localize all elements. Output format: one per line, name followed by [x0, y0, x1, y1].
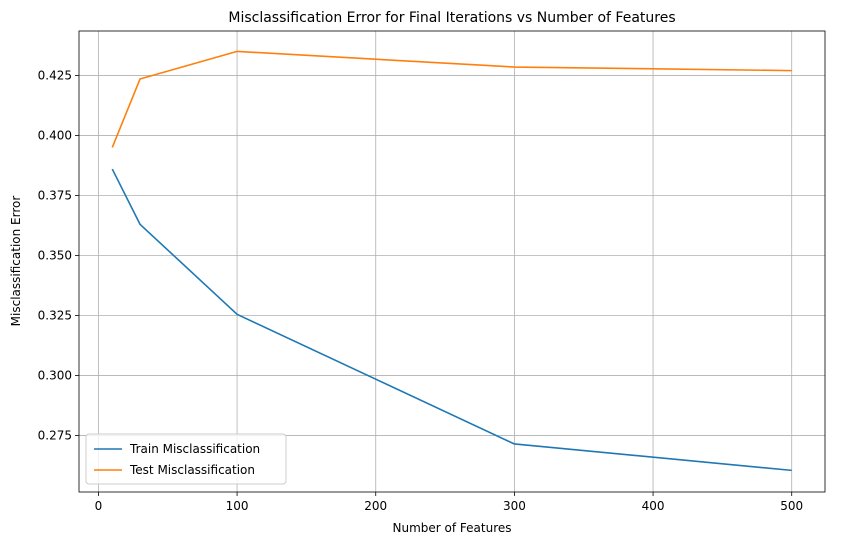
- plot-area-frame: [78, 30, 826, 493]
- x-axis-ticks: 0 100 200 300 400 500: [95, 492, 803, 513]
- series-line-test: [111, 50, 792, 148]
- legend-label: Test Misclassification: [129, 463, 255, 477]
- legend-box: [85, 433, 287, 485]
- x-tick-label: 400: [642, 499, 665, 513]
- y-tick-label: 0.300: [38, 369, 72, 383]
- series-line-train: [111, 168, 792, 472]
- legend-label: Train Misclassification: [129, 442, 260, 456]
- x-tick-label: 0: [95, 499, 103, 513]
- grid: [79, 31, 825, 492]
- y-tick-label: 0.325: [38, 309, 72, 323]
- y-tick-label: 0.400: [38, 128, 72, 142]
- legend: Train Misclassification Test Misclassific…: [85, 433, 287, 485]
- y-tick-label: 0.275: [38, 429, 72, 443]
- y-axis-label: Misclassification Error: [9, 196, 23, 327]
- x-tick-label: 500: [780, 499, 803, 513]
- y-tick-label: 0.350: [38, 248, 72, 262]
- y-axis-ticks: 0.275 0.300 0.325 0.350 0.375 0.400 0.425: [38, 68, 79, 443]
- series-lines: [111, 50, 792, 472]
- chart-title: Misclassification Error for Final Iterat…: [228, 10, 675, 26]
- x-tick-label: 200: [364, 499, 387, 513]
- y-tick-label: 0.375: [38, 188, 72, 202]
- y-tick-label: 0.425: [38, 68, 72, 82]
- x-tick-label: 300: [503, 499, 526, 513]
- x-axis-label: Number of Features: [393, 521, 512, 535]
- x-tick-label: 100: [226, 499, 249, 513]
